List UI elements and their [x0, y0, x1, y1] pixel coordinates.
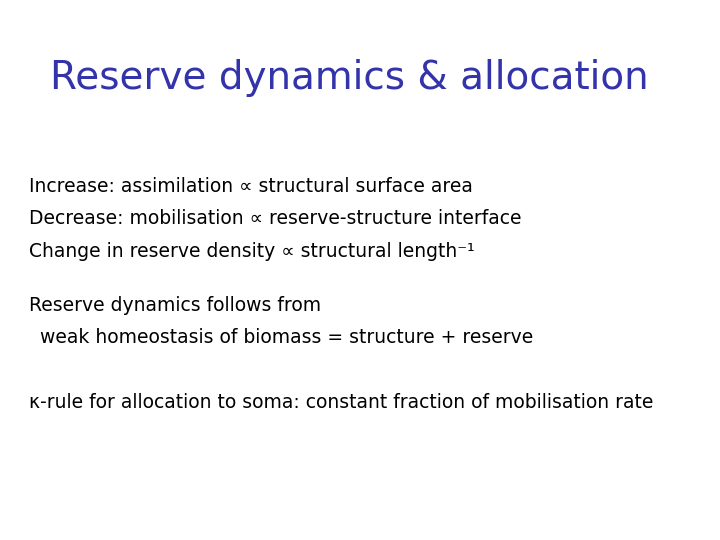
Text: Change in reserve density ∝ structural length⁻¹: Change in reserve density ∝ structural l… — [29, 241, 474, 261]
Text: Decrease: mobilisation ∝ reserve-structure interface: Decrease: mobilisation ∝ reserve-structu… — [29, 209, 521, 228]
Text: Reserve dynamics & allocation: Reserve dynamics & allocation — [50, 59, 649, 97]
Text: Increase: assimilation ∝ structural surface area: Increase: assimilation ∝ structural surf… — [29, 177, 472, 196]
Text: weak homeostasis of biomass = structure + reserve: weak homeostasis of biomass = structure … — [40, 328, 533, 347]
Text: Reserve dynamics follows from: Reserve dynamics follows from — [29, 295, 321, 315]
Text: κ-rule for allocation to soma: constant fraction of mobilisation rate: κ-rule for allocation to soma: constant … — [29, 393, 653, 412]
